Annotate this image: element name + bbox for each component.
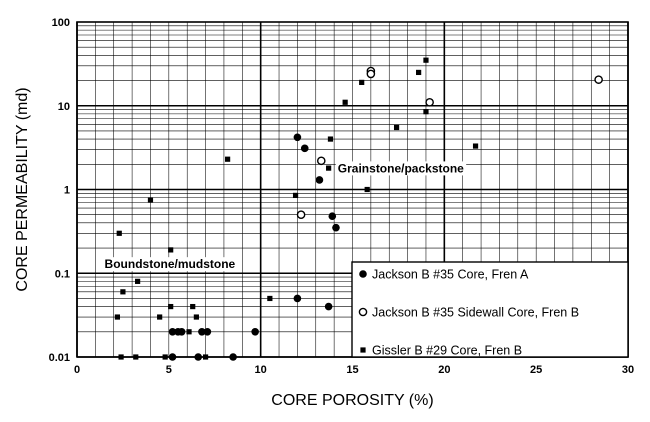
data-point-series-1 [293, 294, 302, 303]
data-point-series-1 [324, 302, 333, 311]
data-point-series-3 [168, 303, 174, 310]
data-point-series-3 [393, 124, 400, 131]
data-point-series-3 [193, 314, 199, 320]
x-tick-label: 30 [622, 364, 634, 376]
data-point-series-2 [594, 75, 603, 84]
data-point-series-3 [116, 230, 122, 236]
data-point-series-3 [168, 247, 174, 253]
data-point-series-1 [315, 176, 324, 184]
annotations: Grainstone/packstone Boundstone/mudstone [102, 161, 467, 272]
data-point-series-3 [364, 186, 370, 193]
data-point-series-1 [203, 327, 212, 336]
y-tick-label: 1 [64, 185, 70, 197]
data-point-series-1 [168, 327, 177, 336]
data-point-series-3 [135, 278, 141, 284]
data-point-series-3 [157, 314, 163, 320]
y-tick-label: 100 [52, 17, 70, 29]
legend-marker [358, 307, 368, 317]
x-tick-label: 20 [438, 364, 450, 376]
legend-marker [359, 270, 367, 278]
legend-entry: Jackson B #35 Core, Fren A [372, 268, 529, 282]
data-points [114, 57, 603, 361]
legend-entry: Jackson B #35 Sidewall Core, Fren B [372, 306, 579, 320]
legend-box [351, 261, 629, 358]
data-point-series-2 [296, 210, 306, 220]
data-point-series-3 [342, 99, 348, 105]
x-tick-label: 0 [74, 364, 80, 376]
data-point-series-3 [423, 109, 429, 115]
data-point-series-3 [423, 57, 429, 63]
tick-labels: 0 5 10 15 20 25 30 0.01 0.1 1 10 100 [49, 17, 635, 376]
x-tick-label: 10 [255, 364, 267, 376]
data-point-series-3 [147, 197, 154, 203]
y-tick-label: 0.01 [49, 352, 70, 364]
legend-entry: Gissler B #29 Core, Fren B [372, 344, 522, 358]
data-point-series-1 [293, 133, 302, 142]
data-point-series-1 [332, 223, 340, 232]
data-point-series-3 [225, 156, 231, 162]
data-point-series-3 [292, 192, 299, 199]
legend: Jackson B #35 Core, Fren A Jackson B #35 … [351, 261, 629, 358]
data-point-series-2 [425, 97, 434, 107]
data-point-series-3 [190, 303, 196, 310]
data-point-series-1 [177, 327, 186, 336]
data-point-series-3 [114, 314, 121, 320]
x-tick-label: 15 [346, 364, 358, 376]
data-point-series-2 [366, 69, 376, 79]
data-point-series-2 [316, 156, 326, 166]
data-point-series-3 [472, 143, 479, 149]
data-point-series-3 [186, 329, 192, 335]
data-point-series-1 [328, 212, 337, 220]
y-axis-label: CORE PERMEABILITY (md) [14, 87, 31, 291]
data-point-series-3 [327, 136, 334, 142]
data-point-series-3 [326, 165, 332, 171]
data-point-series-3 [267, 295, 273, 302]
data-point-series-3 [416, 69, 422, 76]
y-tick-label: 0.1 [55, 268, 70, 280]
data-point-series-3 [120, 289, 126, 295]
x-axis-label: CORE POROSITY (%) [271, 392, 433, 409]
x-tick-label: 5 [166, 364, 172, 376]
annotation-label: Boundstone/mudstone [105, 257, 236, 271]
annotation-label: Grainstone/packstone [338, 161, 464, 175]
data-point-series-1 [300, 144, 309, 153]
legend-marker [360, 347, 366, 353]
data-point-series-1 [198, 327, 206, 336]
data-point-series-3 [359, 79, 365, 86]
data-point-series-1 [251, 327, 259, 336]
y-tick-label: 10 [58, 101, 70, 113]
x-tick-label: 25 [530, 364, 542, 376]
annotation-background [102, 257, 238, 272]
annotation-background [335, 161, 467, 176]
